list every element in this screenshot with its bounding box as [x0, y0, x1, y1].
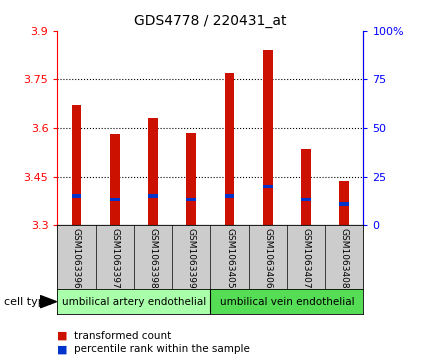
- Bar: [301, 197, 311, 201]
- Bar: [263, 185, 272, 188]
- Text: GSM1063398: GSM1063398: [148, 228, 158, 289]
- Text: umbilical vein endothelial: umbilical vein endothelial: [220, 297, 354, 307]
- Bar: [72, 105, 81, 225]
- Text: percentile rank within the sample: percentile rank within the sample: [74, 344, 249, 354]
- Bar: [110, 134, 119, 225]
- Bar: [263, 50, 272, 225]
- Bar: [148, 194, 158, 197]
- Bar: [225, 73, 234, 225]
- Title: GDS4778 / 220431_at: GDS4778 / 220431_at: [134, 15, 286, 28]
- Text: GSM1063397: GSM1063397: [110, 228, 119, 289]
- Bar: [340, 182, 349, 225]
- Text: GSM1063396: GSM1063396: [72, 228, 81, 289]
- Bar: [210, 289, 363, 314]
- Bar: [72, 194, 81, 197]
- Bar: [225, 194, 234, 197]
- Bar: [110, 197, 119, 201]
- Bar: [301, 149, 311, 225]
- Bar: [340, 203, 349, 205]
- Text: cell type: cell type: [4, 297, 52, 307]
- Text: GSM1063407: GSM1063407: [301, 228, 311, 289]
- Text: GSM1063406: GSM1063406: [263, 228, 272, 289]
- Bar: [187, 197, 196, 201]
- Bar: [187, 133, 196, 225]
- Text: GSM1063405: GSM1063405: [225, 228, 234, 289]
- Bar: [148, 118, 158, 225]
- Text: umbilical artery endothelial: umbilical artery endothelial: [62, 297, 206, 307]
- Text: transformed count: transformed count: [74, 331, 171, 341]
- Text: GSM1063399: GSM1063399: [187, 228, 196, 289]
- Text: ■: ■: [57, 344, 68, 354]
- Text: ■: ■: [57, 331, 68, 341]
- Text: GSM1063408: GSM1063408: [340, 228, 349, 289]
- Polygon shape: [40, 295, 57, 308]
